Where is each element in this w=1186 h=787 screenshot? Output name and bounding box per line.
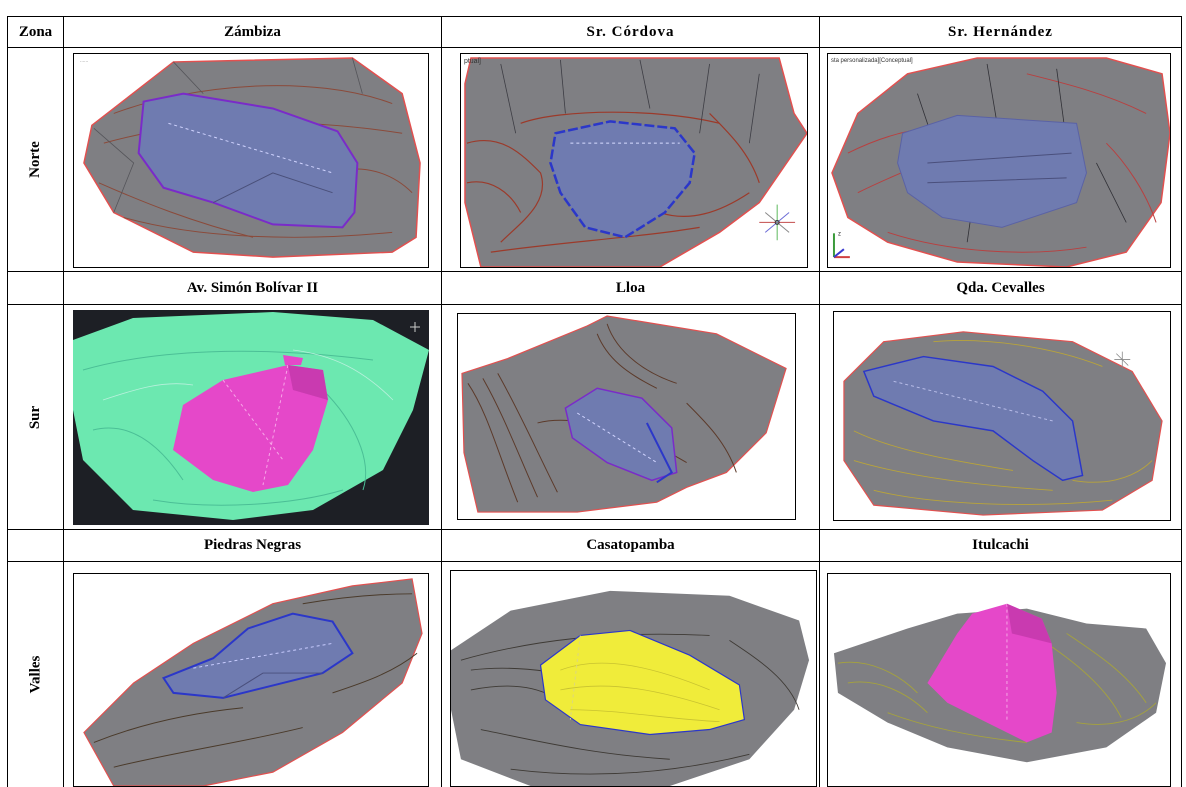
zone-label-valles: Valles [26,655,43,694]
svg-text:z: z [838,231,841,237]
casatopamba-model-image [450,570,817,787]
results-table: Zona Zámbiza Sr. Córdova Sr. Hernández N… [7,16,1182,787]
zambiza-model-image: ...... [73,53,429,268]
site-header-piedras-negras: Piedras Negras [203,537,302,553]
zone-label-norte: Norte [27,141,43,178]
site-header-casatopamba: Casatopamba [586,537,675,553]
site-header-cordova: Sr. Córdova [586,24,675,40]
lloa-model-image [457,313,796,520]
cordova-model-image: ptual] [460,53,808,268]
site-header-lloa: Lloa [615,279,646,296]
site-header-itulcachi: Itulcachi [972,537,1029,553]
site-header-zambiza: Zámbiza [224,24,281,40]
compass-icon [759,204,796,241]
itulcachi-model-image [827,573,1171,787]
piedras-negras-model-image [73,573,429,787]
simon-bolivar-model-image [73,310,429,525]
site-header-simon-bolivar: Av. Simón Bolívar II [186,279,319,296]
cevalles-model-image [833,311,1171,521]
svg-text:......: ...... [80,59,88,64]
zone-label-sur: Sur [27,405,43,429]
zone-column-header: Zona [18,24,53,40]
hernandez-model-image: sta personalizada][Conceptual] z [827,53,1171,268]
site-header-hernandez: Sr. Hernández [948,24,1053,40]
svg-text:ptual]: ptual] [464,58,481,65]
site-header-cevalles: Qda. Cevalles [956,279,1045,296]
svg-text:sta personalizada][Conceptual]: sta personalizada][Conceptual] [831,58,913,64]
ucs-axis-icon: z [832,231,850,259]
